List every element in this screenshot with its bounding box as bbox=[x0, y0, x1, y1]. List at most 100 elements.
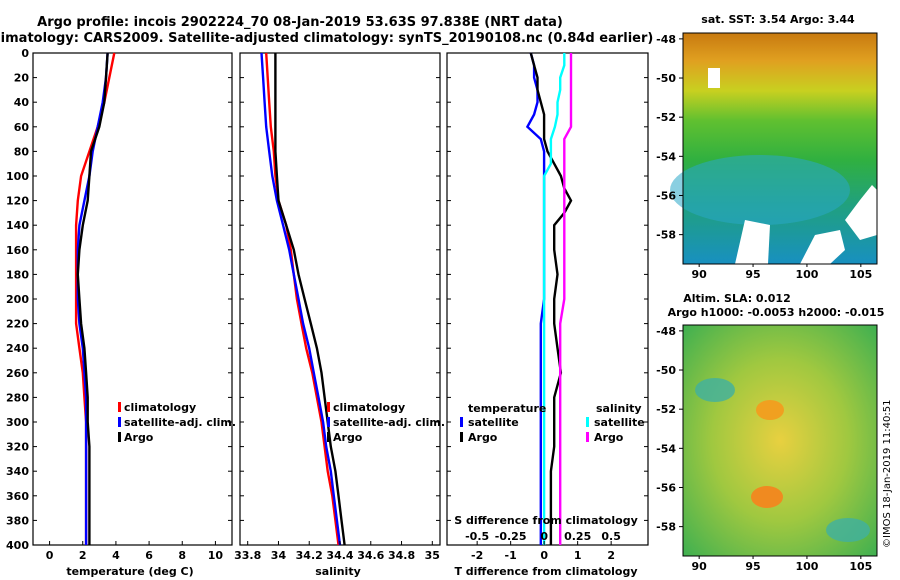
x-tick-label: 34.8 bbox=[388, 549, 415, 562]
series-line-argo bbox=[274, 53, 346, 546]
map-lat-label: -52 bbox=[656, 403, 676, 416]
map-lon-label: 90 bbox=[692, 560, 708, 573]
y-tick-label: 400 bbox=[6, 539, 29, 552]
map-lat-label: -56 bbox=[656, 481, 676, 494]
sla-low-anomaly bbox=[826, 518, 870, 542]
x-tick-label: -1 bbox=[505, 549, 517, 562]
sst-map bbox=[670, 32, 878, 265]
y-tick-label: 360 bbox=[6, 490, 29, 503]
series-line-salinity-argo bbox=[559, 53, 573, 545]
x-tick-label: 2 bbox=[79, 549, 87, 562]
x-tick-label: 4 bbox=[112, 549, 120, 562]
y-tick-label: 220 bbox=[6, 318, 29, 331]
salinity-xlabel: salinity bbox=[315, 565, 361, 578]
legend-label-temp-argo: Argo bbox=[468, 431, 498, 444]
axis-ticks: 0204060801001201401601802002202402602803… bbox=[6, 47, 648, 562]
y-tick-label: 40 bbox=[14, 96, 30, 109]
y-tick-label: 140 bbox=[6, 219, 29, 232]
legend-swatch-temp-argo bbox=[460, 432, 463, 442]
temperature-xlabel: temperature (deg C) bbox=[66, 565, 193, 578]
y-tick-label: 340 bbox=[6, 465, 29, 478]
salinity-legend: climatology satellite-adj. clim. Argo bbox=[327, 401, 445, 444]
y-tick-label: 0 bbox=[21, 47, 29, 60]
sst-map-image bbox=[683, 33, 877, 264]
series-line-temperature-satellite bbox=[525, 52, 546, 545]
legend-swatch-argo bbox=[327, 432, 330, 442]
map-lat-label: -54 bbox=[656, 442, 676, 455]
y-tick-label: 80 bbox=[14, 145, 30, 158]
sst-map-frame bbox=[682, 32, 878, 265]
plot-frame-2 bbox=[446, 52, 649, 546]
x-tick-label: 34 bbox=[271, 549, 287, 562]
y-tick-label: 120 bbox=[6, 195, 29, 208]
y-tick-label: 60 bbox=[14, 121, 30, 134]
map-lon-label: 105 bbox=[849, 268, 872, 281]
legend-swatch-satellite bbox=[118, 417, 121, 427]
y-tick-label: 180 bbox=[6, 268, 29, 281]
x-tick-label: 0 bbox=[46, 549, 54, 562]
legend-label-temp-satellite: satellite bbox=[468, 416, 519, 429]
y-tick-label: 200 bbox=[6, 293, 29, 306]
difference-xlabel2: S difference from climatology bbox=[454, 514, 638, 527]
x-tick-label: 33.8 bbox=[234, 549, 261, 562]
figure-title-line2: Climatology: CARS2009. Satellite-adjuste… bbox=[0, 31, 653, 46]
y-tick-label: 320 bbox=[6, 441, 29, 454]
map-lat-label: -56 bbox=[656, 189, 676, 202]
map-lon-label: 95 bbox=[745, 268, 760, 281]
x-tick-label: 1 bbox=[574, 549, 582, 562]
sst-cloud-mask bbox=[800, 230, 845, 264]
figure-title-line1: Argo profile: incois 2902224_70 08-Jan-2… bbox=[37, 15, 563, 30]
legend-label-sal-argo: Argo bbox=[594, 431, 624, 444]
y-tick-label: 280 bbox=[6, 391, 29, 404]
legend-label-sal-satellite: satellite bbox=[594, 416, 645, 429]
map-lat-label: -52 bbox=[656, 111, 676, 124]
x2-tick-label: 0.25 bbox=[564, 530, 591, 543]
sla-map-title2: Argo h1000: -0.0053 h2000: -0.015 bbox=[668, 306, 885, 319]
sst-cloud-mask bbox=[845, 185, 877, 240]
map-lon-label: 100 bbox=[795, 560, 818, 573]
series-line-salinity-satellite bbox=[542, 53, 566, 545]
x-tick-label: 34.6 bbox=[357, 549, 384, 562]
series-line-temperature-argo bbox=[529, 52, 573, 545]
map-lon-label: 90 bbox=[692, 268, 708, 281]
map-lat-label: -50 bbox=[656, 72, 676, 85]
legend-swatch-sal-argo bbox=[586, 432, 589, 442]
sst-cold-patch bbox=[670, 155, 850, 225]
x-tick-label: 0 bbox=[540, 549, 548, 562]
y-tick-label: 260 bbox=[6, 367, 29, 380]
sla-low-anomaly bbox=[695, 378, 735, 402]
x-tick-label: 10 bbox=[208, 549, 224, 562]
map-axis-ticks: -48 -50 -52 -54 -56 -58 90 95 100 105 -48 -50 -52 -54… bbox=[656, 33, 872, 573]
x2-tick-label: 0.5 bbox=[601, 530, 621, 543]
y-tick-label: 20 bbox=[14, 72, 30, 85]
legend-label-argo: Argo bbox=[124, 431, 154, 444]
map-lon-label: 105 bbox=[849, 560, 872, 573]
x2-tick-label: 0 bbox=[540, 530, 548, 543]
difference-legend: temperature satellite Argo salinity sate… bbox=[460, 402, 645, 444]
map-lat-label: -54 bbox=[656, 150, 676, 163]
y-tick-label: 380 bbox=[6, 514, 29, 527]
plot-frame-0 bbox=[32, 52, 233, 546]
x2-tick-label: -0.5 bbox=[465, 530, 489, 543]
sst-cloud-mask bbox=[708, 68, 720, 88]
difference-xlabel: T difference from climatology bbox=[454, 565, 637, 578]
legend-swatch-climatology bbox=[118, 402, 121, 412]
legend-swatch-climatology bbox=[327, 402, 330, 412]
series-line-satellite-adj-clim- bbox=[76, 52, 109, 545]
map-lat-label: -48 bbox=[656, 33, 676, 46]
map-lon-label: 100 bbox=[795, 268, 818, 281]
x-tick-label: 2 bbox=[607, 549, 615, 562]
y-tick-label: 240 bbox=[6, 342, 29, 355]
x2-tick-label: -0.25 bbox=[495, 530, 527, 543]
y-tick-label: 160 bbox=[6, 244, 29, 257]
map-lat-label: -50 bbox=[656, 364, 676, 377]
legend-group-salinity: salinity bbox=[596, 402, 642, 415]
sla-high-anomaly bbox=[756, 400, 784, 420]
imos-watermark: ©IMOS 18-Jan-2019 11:40:51 bbox=[882, 400, 893, 548]
legend-label-satellite: satellite-adj. clim. bbox=[333, 416, 445, 429]
sla-map-image bbox=[683, 325, 877, 556]
y-tick-label: 100 bbox=[6, 170, 29, 183]
map-lat-label: -48 bbox=[656, 325, 676, 338]
x-tick-label: -2 bbox=[471, 549, 483, 562]
